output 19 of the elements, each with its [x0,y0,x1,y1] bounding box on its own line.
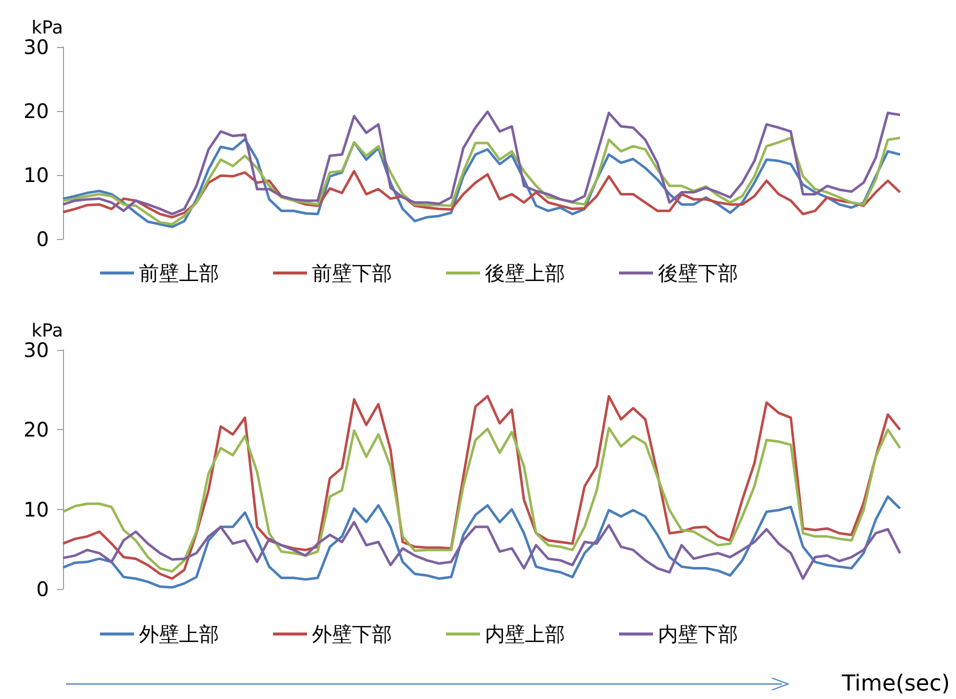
line-series [62,110,902,216]
legend-label: 前壁上部 [139,261,219,285]
y-tick-label: 10 [24,497,49,522]
x-axis-title: Time(sec) [840,672,950,696]
legend-label: 前壁下部 [312,261,392,285]
legend-label: 外壁上部 [139,622,219,646]
line-series [62,495,902,589]
legend-label: 後壁下部 [658,261,738,285]
line-series [62,426,902,573]
y-tick-label: 10 [24,163,49,187]
legend-label: 後壁上部 [485,261,565,285]
y-tick-label: 0 [36,577,49,601]
line-series [62,520,902,580]
y-tick-label: 20 [24,418,49,442]
legend-label: 内壁上部 [485,622,565,646]
legend-label: 内壁下部 [658,622,738,646]
y-tick-label: 20 [24,99,49,123]
y-tick-label: 0 [36,227,49,251]
legend-label: 外壁下部 [312,622,392,646]
